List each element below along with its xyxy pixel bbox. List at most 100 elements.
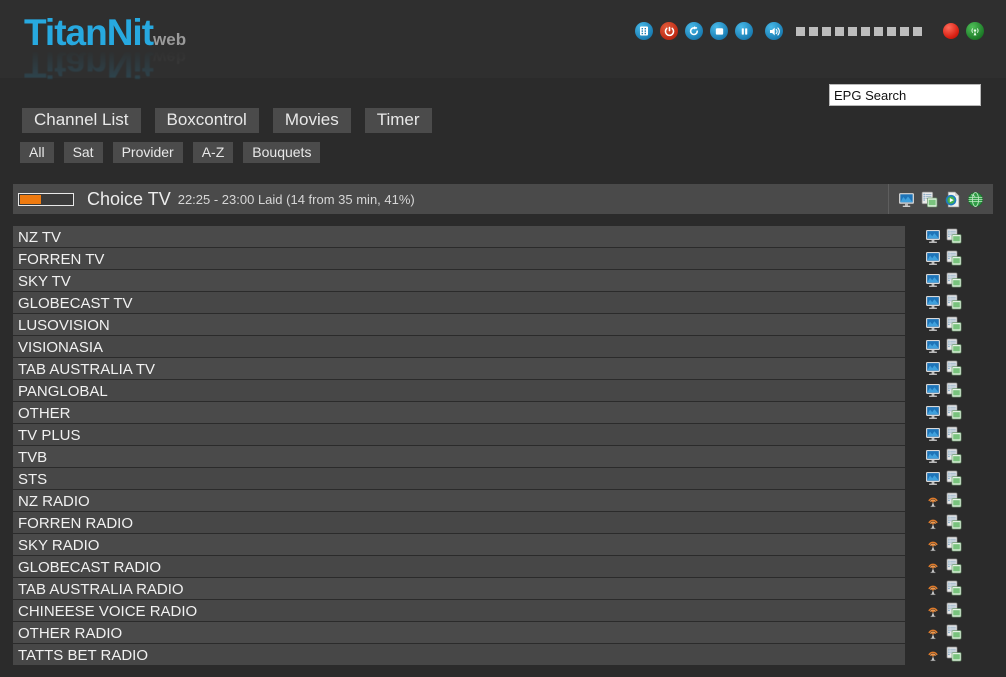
bouquet-list-icon[interactable] xyxy=(946,250,962,266)
bouquet-list-icon[interactable] xyxy=(946,558,962,574)
radio-antenna-icon[interactable] xyxy=(925,646,941,662)
tv-screen-icon[interactable] xyxy=(925,250,941,266)
volume-segment xyxy=(874,26,883,36)
volume-level-indicator[interactable] xyxy=(796,26,922,36)
channel-row[interactable]: STS xyxy=(0,468,1006,490)
bouquet-list-icon[interactable] xyxy=(946,646,962,662)
channel-row[interactable]: NZ RADIO xyxy=(0,490,1006,512)
radio-antenna-icon[interactable] xyxy=(925,536,941,552)
bouquet-list-icon[interactable] xyxy=(946,360,962,376)
channel-name: NZ TV xyxy=(18,228,62,246)
power-icon[interactable] xyxy=(660,22,678,40)
menu-grid-icon[interactable] xyxy=(635,22,653,40)
channel-row[interactable]: TAB AUSTRALIA TV xyxy=(0,358,1006,380)
channel-row-actions xyxy=(925,624,962,640)
subtab-bouquets[interactable]: Bouquets xyxy=(243,142,321,163)
channel-row[interactable]: NZ TV xyxy=(0,226,1006,248)
radio-antenna-icon[interactable] xyxy=(925,558,941,574)
search-row xyxy=(0,78,1006,110)
refresh-icon[interactable] xyxy=(685,22,703,40)
tv-screen-icon[interactable] xyxy=(925,272,941,288)
bouquet-list-icon[interactable] xyxy=(946,272,962,288)
radio-antenna-icon[interactable] xyxy=(925,514,941,530)
channel-row[interactable]: OTHER RADIO xyxy=(0,622,1006,644)
channel-row-actions xyxy=(925,426,962,442)
tv-screen-icon[interactable] xyxy=(925,448,941,464)
channel-row[interactable]: GLOBECAST RADIO xyxy=(0,556,1006,578)
channel-name: TVB xyxy=(18,448,48,466)
epg-search-input[interactable] xyxy=(829,84,981,106)
radio-antenna-icon[interactable] xyxy=(925,624,941,640)
channel-name: STS xyxy=(18,470,48,488)
subtab-a-z[interactable]: A-Z xyxy=(192,142,234,163)
tab-timer[interactable]: Timer xyxy=(364,108,432,133)
tv-screen-icon[interactable] xyxy=(925,316,941,332)
channel-row[interactable]: FORREN RADIO xyxy=(0,512,1006,534)
tab-movies[interactable]: Movies xyxy=(272,108,351,133)
subtab-sat[interactable]: Sat xyxy=(63,142,103,163)
tv-screen-icon[interactable] xyxy=(925,470,941,486)
tv-screen-icon[interactable] xyxy=(925,382,941,398)
channel-row[interactable]: SKY RADIO xyxy=(0,534,1006,556)
bouquet-list-icon[interactable] xyxy=(946,382,962,398)
bouquet-list-icon[interactable] xyxy=(946,470,962,486)
record-indicator-icon[interactable] xyxy=(943,23,959,39)
tv-screen-icon[interactable] xyxy=(925,294,941,310)
bouquet-list-icon[interactable] xyxy=(946,448,962,464)
channel-row[interactable]: TAB AUSTRALIA RADIO xyxy=(0,578,1006,600)
channel-row[interactable]: TATTS BET RADIO xyxy=(0,644,1006,666)
tab-boxcontrol[interactable]: Boxcontrol xyxy=(154,108,259,133)
bouquet-list-icon[interactable] xyxy=(946,316,962,332)
bouquet-list-icon[interactable] xyxy=(946,228,962,244)
screen-icon[interactable] xyxy=(898,191,915,208)
channel-row[interactable]: LUSOVISION xyxy=(0,314,1006,336)
channel-row[interactable]: TVB xyxy=(0,446,1006,468)
channel-row-background xyxy=(13,424,905,445)
bouquet-list-icon[interactable] xyxy=(946,404,962,420)
channel-row[interactable]: PANGLOBAL xyxy=(0,380,1006,402)
channel-name: VISIONASIA xyxy=(18,338,104,356)
channel-row[interactable]: TV PLUS xyxy=(0,424,1006,446)
tab-channel-list[interactable]: Channel List xyxy=(22,108,141,133)
channel-row-background xyxy=(13,248,905,269)
copy-windows-icon[interactable] xyxy=(921,191,938,208)
now-playing-info[interactable]: Choice TV 22:25 - 23:00 Laid (14 from 35… xyxy=(13,184,888,214)
channel-name: GLOBECAST RADIO xyxy=(18,558,162,576)
subtab-all[interactable]: All xyxy=(20,142,54,163)
sub-tab-bar: All Sat Provider A-Z Bouquets xyxy=(20,142,321,163)
subtab-provider[interactable]: Provider xyxy=(112,142,183,163)
signal-antenna-icon[interactable] xyxy=(966,22,984,40)
stop-icon[interactable] xyxy=(710,22,728,40)
app-logo[interactable]: TitanNitweb xyxy=(24,14,186,51)
bouquet-list-icon[interactable] xyxy=(946,580,962,596)
bouquet-list-icon[interactable] xyxy=(946,426,962,442)
bouquet-list-icon[interactable] xyxy=(946,514,962,530)
channel-row-background xyxy=(13,358,905,379)
tv-screen-icon[interactable] xyxy=(925,404,941,420)
bouquet-list-icon[interactable] xyxy=(946,602,962,618)
media-file-icon[interactable] xyxy=(944,191,961,208)
radio-antenna-icon[interactable] xyxy=(925,580,941,596)
volume-icon[interactable] xyxy=(765,22,783,40)
bouquet-list-icon[interactable] xyxy=(946,536,962,552)
channel-row[interactable]: CHINEESE VOICE RADIO xyxy=(0,600,1006,622)
channel-row[interactable]: FORREN TV xyxy=(0,248,1006,270)
channel-row[interactable]: GLOBECAST TV xyxy=(0,292,1006,314)
bouquet-list-icon[interactable] xyxy=(946,624,962,640)
radio-antenna-icon[interactable] xyxy=(925,492,941,508)
tv-screen-icon[interactable] xyxy=(925,426,941,442)
pause-icon[interactable] xyxy=(735,22,753,40)
radio-antenna-icon[interactable] xyxy=(925,602,941,618)
bouquet-list-icon[interactable] xyxy=(946,492,962,508)
channel-row[interactable]: VISIONASIA xyxy=(0,336,1006,358)
tv-screen-icon[interactable] xyxy=(925,228,941,244)
globe-icon[interactable] xyxy=(967,191,984,208)
tv-screen-icon[interactable] xyxy=(925,360,941,376)
channel-row[interactable]: OTHER xyxy=(0,402,1006,424)
channel-row[interactable]: SKY TV xyxy=(0,270,1006,292)
bouquet-list-icon[interactable] xyxy=(946,294,962,310)
bouquet-list-icon[interactable] xyxy=(946,338,962,354)
channel-name: SKY RADIO xyxy=(18,536,100,554)
tv-screen-icon[interactable] xyxy=(925,338,941,354)
channel-name: TV PLUS xyxy=(18,426,81,444)
